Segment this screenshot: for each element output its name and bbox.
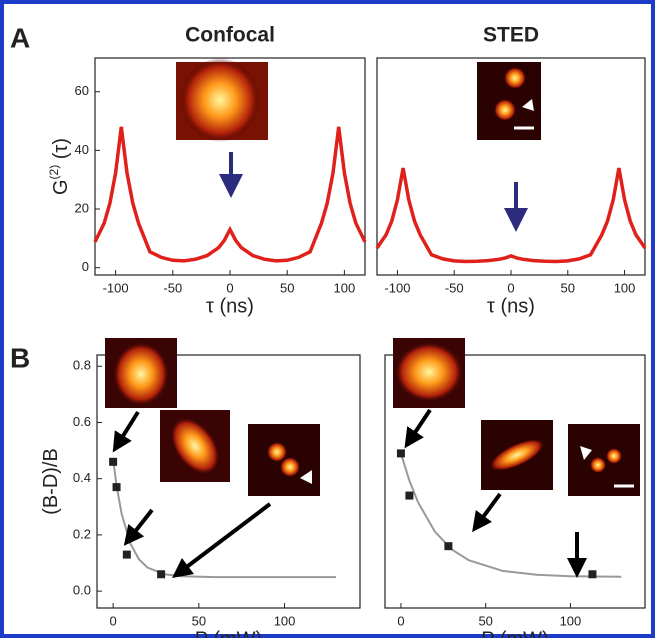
y-axis-label: (B-D)/B	[40, 448, 62, 515]
fit-line	[93, 126, 367, 263]
arrow	[404, 408, 432, 449]
plot-frame	[96, 354, 361, 609]
panel-title: STED	[483, 24, 539, 47]
x-tick-label: 50	[478, 613, 492, 628]
y-tick-label: 40	[75, 142, 89, 157]
x-tick-label: 50	[561, 280, 575, 295]
data-point	[122, 550, 131, 559]
arrow	[123, 508, 154, 546]
data-point	[588, 570, 597, 579]
data-point	[405, 491, 414, 500]
inset-blob	[267, 442, 287, 462]
x-tick-label: -50	[445, 280, 464, 295]
y-tick-label: 0.2	[73, 526, 91, 541]
y-axis-label-part: (B-D)/B	[40, 448, 62, 515]
x-tick-label: 50	[280, 280, 294, 295]
y-tick-label: 0.6	[73, 414, 91, 429]
x-tick-label: 0	[226, 280, 233, 295]
inset-blob	[494, 99, 516, 121]
y-tick-label: 0.8	[73, 358, 91, 373]
insets	[105, 58, 640, 496]
inset-blob	[170, 417, 220, 475]
y-axis-label-part: G	[50, 179, 72, 195]
data-point	[112, 483, 121, 492]
arrow	[172, 502, 272, 579]
panel-label: A	[10, 22, 30, 53]
pointer	[580, 446, 592, 460]
x-axis-label: τ (ns)	[206, 295, 254, 317]
y-tick-label: 60	[75, 83, 89, 98]
fit-line	[375, 167, 647, 264]
arrow	[472, 492, 502, 533]
x-tick-label: 100	[560, 613, 582, 628]
x-tick-label: -50	[163, 280, 182, 295]
arrows	[112, 152, 587, 579]
y-axis-label: G(2) (τ)	[47, 138, 72, 195]
x-tick-label: 50	[192, 613, 206, 628]
panel-title: Confocal	[185, 24, 275, 47]
pointer	[300, 470, 312, 484]
x-axis-label: τ (ns)	[487, 295, 535, 317]
y-tick-label: 0	[82, 259, 89, 274]
arrow	[112, 410, 140, 453]
y-tick-label: 0.0	[73, 583, 91, 598]
y-tick-label: 20	[75, 200, 89, 215]
data-point	[444, 542, 453, 551]
inset-blob	[606, 448, 622, 464]
y-axis-label-part: (2)	[47, 165, 61, 180]
data-point	[396, 449, 405, 458]
inset-blob	[590, 457, 606, 473]
data-point	[109, 457, 118, 466]
inset-blob	[489, 438, 545, 472]
x-tick-label: -100	[384, 280, 410, 295]
inset-blob	[180, 58, 260, 142]
x-tick-label: 100	[614, 280, 636, 295]
pointer	[522, 99, 534, 111]
inset-blob	[280, 457, 300, 477]
x-tick-label: 0	[109, 613, 116, 628]
fit-line	[399, 453, 622, 578]
x-tick-label: 0	[507, 280, 514, 295]
x-tick-label: 100	[274, 613, 296, 628]
x-tick-label: 100	[334, 280, 356, 295]
y-tick-label: 0.4	[73, 470, 91, 485]
plot-frame	[384, 354, 646, 609]
panel-label: B	[10, 342, 30, 373]
data-point	[157, 570, 166, 579]
x-tick-label: -100	[103, 280, 129, 295]
x-axis-label: P (mW)	[195, 628, 262, 638]
inset-blob	[113, 342, 169, 406]
y-axis-label-part: (τ)	[50, 138, 72, 165]
inset-blob	[395, 342, 463, 402]
fit-line	[112, 458, 336, 579]
x-axis-label: P (mW)	[481, 628, 548, 638]
x-tick-label: 0	[397, 613, 404, 628]
inset-blob	[504, 67, 526, 89]
